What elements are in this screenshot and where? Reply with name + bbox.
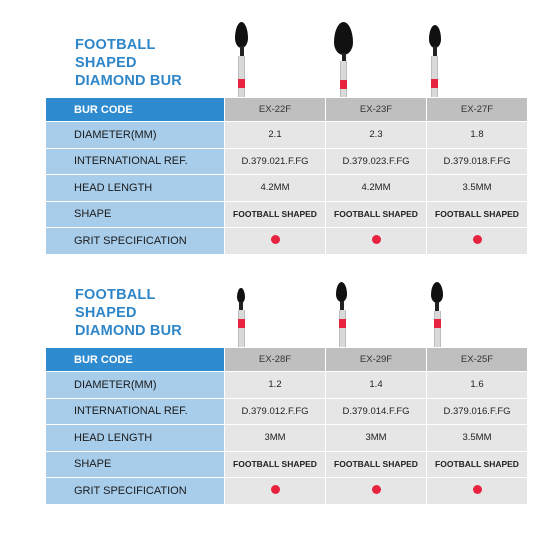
bur-code: EX-22F xyxy=(224,97,326,122)
grit-cell xyxy=(426,227,528,255)
bur-code: EX-27F xyxy=(426,97,528,122)
table-row: HEAD LENGTH 3MM 3MM 3.5MM xyxy=(45,424,528,452)
football-bur-icon xyxy=(232,22,252,98)
table-row: GRIT SPECIFICATION xyxy=(45,477,528,505)
grit-cell xyxy=(426,477,528,505)
iso-ref-cell: D.379.012.F.FG xyxy=(224,397,326,425)
title-line: FOOTBALL xyxy=(75,37,156,53)
title-line: SHAPED xyxy=(75,55,137,71)
head-length-cell: 4.2MM xyxy=(325,174,427,202)
football-bur-icon xyxy=(234,288,250,348)
row-label: HEAD LENGTH xyxy=(45,174,225,202)
football-bur-icon xyxy=(429,282,447,348)
table-row: HEAD LENGTH 4.2MM 4.2MM 3.5MM xyxy=(45,174,528,202)
title-line: DIAMOND BUR xyxy=(75,73,182,89)
grit-dot-icon xyxy=(270,234,280,244)
title-line: SHAPED xyxy=(75,305,137,321)
row-label: INTERNATIONAL REF. xyxy=(45,397,225,425)
shape-cell: FOOTBALL SHAPED xyxy=(224,200,326,228)
diameter-cell: 2.1 xyxy=(224,121,326,149)
diameter-cell: 1.2 xyxy=(224,371,326,399)
row-label: DIAMETER(MM) xyxy=(45,371,225,399)
row-label: SHAPE xyxy=(45,200,225,228)
iso-ref-cell: D.379.016.F.FG xyxy=(426,397,528,425)
row-label: DIAMETER(MM) xyxy=(45,121,225,149)
grit-cell xyxy=(325,227,427,255)
football-bur-icon xyxy=(334,282,352,348)
iso-ref-cell: D.379.014.F.FG xyxy=(325,397,427,425)
grit-dot-icon xyxy=(270,484,280,494)
table-row: INTERNATIONAL REF. D.379.021.F.FG D.379.… xyxy=(45,147,528,175)
spec-table: BUR CODE EX-28F EX-29F EX-25F DIAMETER(M… xyxy=(45,347,528,505)
head-length-cell: 3.5MM xyxy=(426,174,528,202)
row-label: GRIT SPECIFICATION xyxy=(45,477,225,505)
head-length-cell: 4.2MM xyxy=(224,174,326,202)
shape-cell: FOOTBALL SHAPED xyxy=(426,200,528,228)
diameter-cell: 1.8 xyxy=(426,121,528,149)
shape-cell: FOOTBALL SHAPED xyxy=(325,200,427,228)
title-line: FOOTBALL xyxy=(75,287,156,303)
head-length-cell: 3MM xyxy=(325,424,427,452)
grit-dot-icon xyxy=(472,234,482,244)
row-label: HEAD LENGTH xyxy=(45,424,225,452)
diameter-cell: 2.3 xyxy=(325,121,427,149)
grit-cell xyxy=(224,227,326,255)
iso-ref-cell: D.379.018.F.FG xyxy=(426,147,528,175)
section-title: FOOTBALL SHAPED DIAMOND BUR xyxy=(75,36,182,90)
head-length-cell: 3.5MM xyxy=(426,424,528,452)
table-row: GRIT SPECIFICATION xyxy=(45,227,528,255)
shape-cell: FOOTBALL SHAPED xyxy=(426,450,528,478)
shape-cell: FOOTBALL SHAPED xyxy=(325,450,427,478)
grit-dot-icon xyxy=(371,484,381,494)
bur-code: EX-28F xyxy=(224,347,326,372)
table-row: SHAPE FOOTBALL SHAPED FOOTBALL SHAPED FO… xyxy=(45,200,528,228)
grit-dot-icon xyxy=(371,234,381,244)
table-header-row: BUR CODE EX-22F EX-23F EX-27F xyxy=(45,97,528,122)
grit-cell xyxy=(325,477,427,505)
shape-cell: FOOTBALL SHAPED xyxy=(224,450,326,478)
iso-ref-cell: D.379.023.F.FG xyxy=(325,147,427,175)
table-header-row: BUR CODE EX-28F EX-29F EX-25F xyxy=(45,347,528,372)
football-bur-icon xyxy=(333,22,357,98)
title-line: DIAMOND BUR xyxy=(75,323,182,339)
grit-cell xyxy=(224,477,326,505)
head-length-cell: 3MM xyxy=(224,424,326,452)
iso-ref-cell: D.379.021.F.FG xyxy=(224,147,326,175)
table-row: INTERNATIONAL REF. D.379.012.F.FG D.379.… xyxy=(45,397,528,425)
table-row: SHAPE FOOTBALL SHAPED FOOTBALL SHAPED FO… xyxy=(45,450,528,478)
grit-dot-icon xyxy=(472,484,482,494)
row-label: GRIT SPECIFICATION xyxy=(45,227,225,255)
row-label: SHAPE xyxy=(45,450,225,478)
bur-code: EX-23F xyxy=(325,97,427,122)
diameter-cell: 1.6 xyxy=(426,371,528,399)
diameter-cell: 1.4 xyxy=(325,371,427,399)
bur-code: EX-25F xyxy=(426,347,528,372)
table-row: DIAMETER(MM) 2.1 2.3 1.8 xyxy=(45,121,528,149)
table-row: DIAMETER(MM) 1.2 1.4 1.6 xyxy=(45,371,528,399)
bur-code: EX-29F xyxy=(325,347,427,372)
row-label: INTERNATIONAL REF. xyxy=(45,147,225,175)
section-title: FOOTBALL SHAPED DIAMOND BUR xyxy=(75,286,182,340)
football-bur-icon xyxy=(426,25,446,98)
spec-table: BUR CODE EX-22F EX-23F EX-27F DIAMETER(M… xyxy=(45,97,528,255)
header-label: BUR CODE xyxy=(45,347,225,372)
header-label: BUR CODE xyxy=(45,97,225,122)
